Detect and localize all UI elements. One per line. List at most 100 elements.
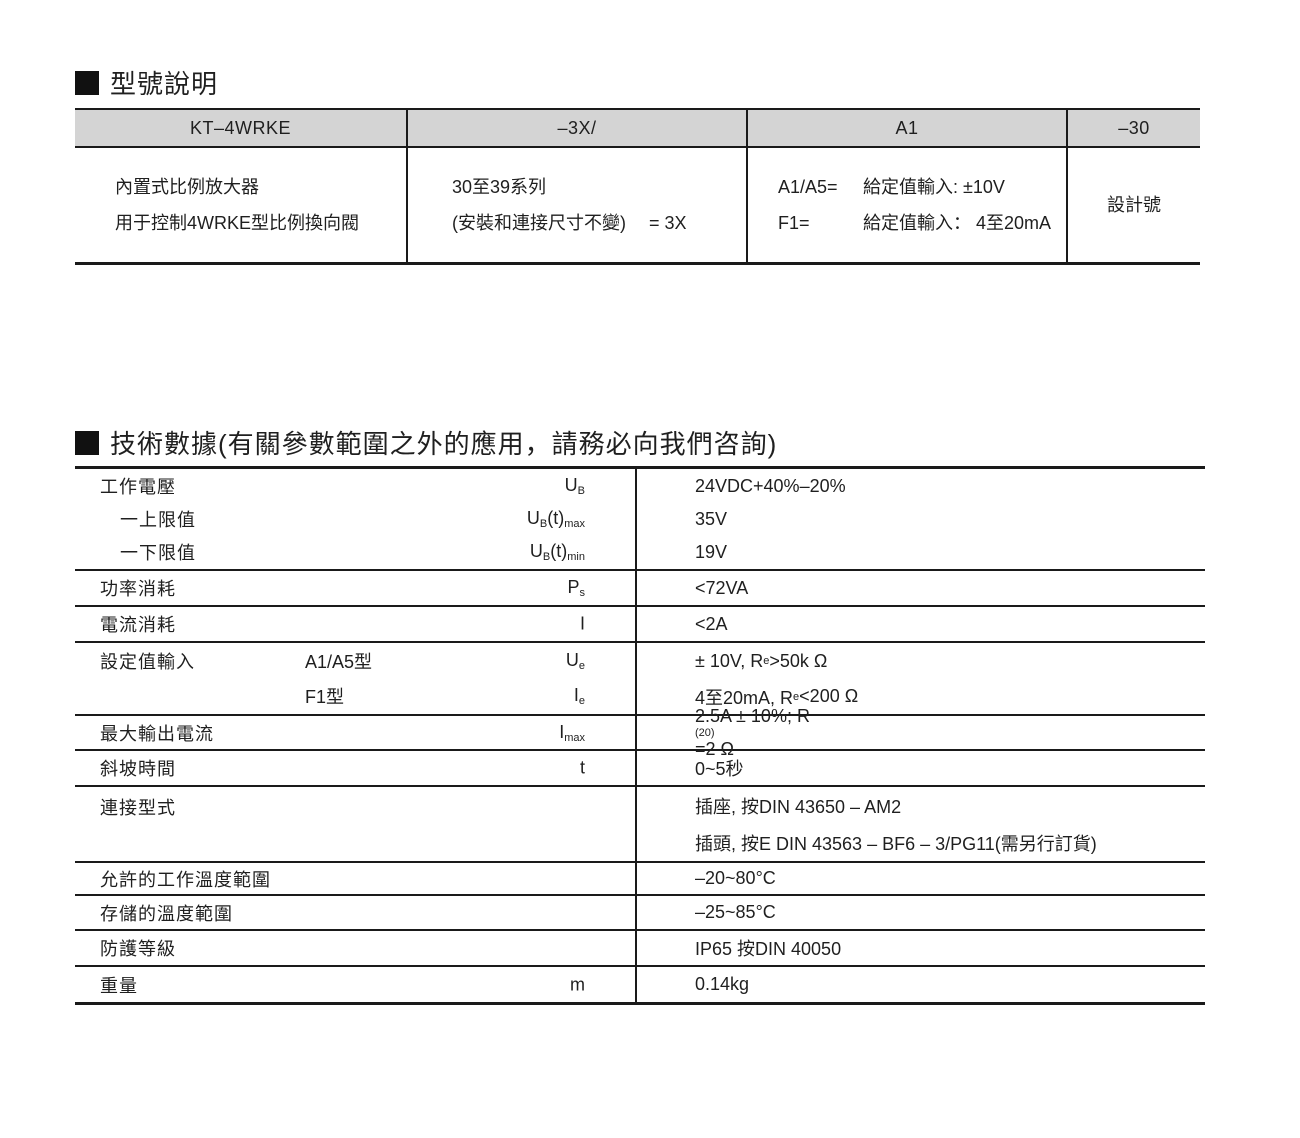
model-cell-text: 用于控制4WRKE型比例換向閥 xyxy=(115,213,360,233)
spec-value: 2.5A ± 10%; R (20) =2 Ω xyxy=(695,705,810,759)
spec-left-cell: 重量 m xyxy=(75,967,637,1002)
model-table-body-row: 內置式比例放大器 用于控制4WRKE型比例換向閥 30至39系列 (安裝和連接尺… xyxy=(75,148,1200,262)
spec-line: 一上限值 UB(t)max xyxy=(100,502,635,535)
spec-left-cell: 功率消耗 Ps xyxy=(75,571,637,605)
spec-left-cell: 允許的工作溫度範圍 xyxy=(75,863,637,894)
model-cell-series: 30至39系列 (安裝和連接尺寸不變) = 3X xyxy=(408,148,748,262)
spec-value: 插頭, 按E DIN 43563 – BF6 – 3/PG11(需另行訂貨) xyxy=(695,834,1097,854)
spec-row-storage-temp: 存儲的溫度範圍 –25~85°C xyxy=(75,896,1205,931)
spec-value: <72VA xyxy=(695,577,749,598)
section-title-tech: 技術數據(有關參數範圍之外的應用，請務必向我們咨詢) xyxy=(75,424,777,461)
spec-right-cell: 插座, 按DIN 43650 – AM2 插頭, 按E DIN 43563 – … xyxy=(637,787,1205,861)
spec-left-cell: 防護等級 xyxy=(75,931,637,965)
model-cell-text: 內置式比例放大器 xyxy=(115,177,259,197)
spec-line: F1型 Ie xyxy=(100,679,635,715)
spec-label: 防護等級 xyxy=(100,939,176,959)
spec-line: 設定值輸入 A1/A5型 Ue xyxy=(100,643,635,679)
spec-row-ramp-time: 斜坡時間 t 0~5秒 xyxy=(75,751,1205,787)
model-code-table: KT–4WRKE –3X/ A1 –30 內置式比例放大器 用于控制4WRKE型… xyxy=(75,108,1200,265)
spec-symbol: Ps xyxy=(567,577,585,599)
tech-data-table: 工作電壓 UB 一上限值 UB(t)max 一下限值 UB(t)min 24VD… xyxy=(75,466,1205,1005)
spec-label: 最大輸出電流 xyxy=(100,723,214,744)
section-title-text: 技術數據(有關參數範圍之外的應用，請務必向我們咨詢) xyxy=(110,429,778,459)
spec-symbol: I xyxy=(579,613,585,634)
variant-code: F1= xyxy=(778,213,810,233)
spec-left-cell: 最大輸出電流 Imax xyxy=(75,716,637,749)
spec-line: 一下限值 UB(t)min xyxy=(100,536,635,569)
spec-left-cell: 設定值輸入 A1/A5型 Ue F1型 Ie xyxy=(75,643,637,714)
spec-right-cell: 24VDC+40%–20% 35V 19V xyxy=(637,469,1205,569)
model-cell-text: (安裝和連接尺寸不變) = 3X xyxy=(452,205,746,241)
model-cell-text: F1= 給定值輸入： 4至20mA xyxy=(778,205,1066,241)
model-cell-text: A1/A5= 給定值輸入: ±10V xyxy=(778,169,1066,205)
variant-desc: 給定值輸入： 4至20mA xyxy=(863,213,1052,233)
spec-value: 35V xyxy=(695,509,728,529)
spec-label: 一下限值 xyxy=(120,543,196,564)
spec-label: 連接型式 xyxy=(100,798,176,818)
spec-label: 功率消耗 xyxy=(100,579,176,599)
spec-left-cell: 電流消耗 I xyxy=(75,607,637,641)
spec-symbol: Ue xyxy=(565,649,585,672)
spec-symbol: Imax xyxy=(559,721,585,744)
spec-label: 電流消耗 xyxy=(100,615,176,635)
spec-label: 允許的工作溫度範圍 xyxy=(100,869,271,890)
model-cell-input-variants: A1/A5= 給定值輸入: ±10V F1= 給定值輸入： 4至20mA xyxy=(748,148,1068,262)
section-title-text: 型號說明 xyxy=(110,69,219,99)
spec-row-weight: 重量 m 0.14kg xyxy=(75,967,1205,1002)
spec-value: 24VDC+40%–20% xyxy=(695,475,846,496)
spec-type: A1/A5型 xyxy=(305,651,373,672)
model-cell-base: 內置式比例放大器 用于控制4WRKE型比例換向閥 xyxy=(75,148,408,262)
spec-left-cell: 工作電壓 UB 一上限值 UB(t)max 一下限值 UB(t)min xyxy=(75,469,637,569)
spec-label: 斜坡時間 xyxy=(100,759,176,779)
model-header-cell: –3X/ xyxy=(408,110,748,146)
spec-line: 連接型式 xyxy=(100,787,635,827)
spec-label: 工作電壓 xyxy=(100,476,176,497)
model-header-cell: –30 xyxy=(1118,117,1150,138)
model-cell-text: 設計號 xyxy=(1107,195,1161,215)
spec-row-max-output: 最大輸出電流 Imax 2.5A ± 10%; R (20) =2 Ω xyxy=(75,705,1205,759)
spec-value: 0~5秒 xyxy=(695,759,744,779)
section-title-model: 型號說明 xyxy=(75,64,218,101)
model-cell-eq: = 3X xyxy=(649,213,687,233)
spec-row-operating-temp: 允許的工作溫度範圍 –20~80°C xyxy=(75,863,1205,896)
spec-left-cell: 存儲的溫度範圍 xyxy=(75,896,637,929)
spec-row-current: 電流消耗 I <2A xyxy=(75,607,1205,643)
variant-code: A1/A5= xyxy=(778,177,838,197)
spec-symbol: m xyxy=(570,974,585,994)
model-cell-design: 設計號 xyxy=(1068,148,1200,262)
spec-row-supply-voltage: 工作電壓 UB 一上限值 UB(t)max 一下限值 UB(t)min 24VD… xyxy=(75,469,1205,571)
spec-type: F1型 xyxy=(305,687,345,708)
spec-value: –20~80°C xyxy=(695,868,776,888)
spec-left-cell: 連接型式 xyxy=(75,787,637,861)
model-table-header-row: KT–4WRKE –3X/ A1 –30 xyxy=(75,110,1200,148)
model-cell-note: (安裝和連接尺寸不變) xyxy=(452,213,626,233)
spec-symbol: UB(t)min xyxy=(529,541,585,564)
spec-label: 重量 xyxy=(100,975,138,996)
spec-line: 工作電壓 UB xyxy=(100,469,635,502)
spec-left-cell: 斜坡時間 t xyxy=(75,751,637,785)
spec-row-power: 功率消耗 Ps <72VA xyxy=(75,571,1205,607)
section-bullet-icon xyxy=(75,70,99,95)
spec-label: 設定值輸入 xyxy=(100,651,195,672)
spec-symbol: UB(t)max xyxy=(526,507,585,530)
spec-value: 19V xyxy=(695,542,728,562)
model-cell-text: 30至39系列 xyxy=(452,177,547,197)
model-header-cell: A1 xyxy=(748,110,1068,146)
spec-row-protection: 防護等級 IP65 按DIN 40050 xyxy=(75,931,1205,967)
spec-value: <2A xyxy=(695,613,728,634)
spec-label: 一上限值 xyxy=(120,509,196,530)
spec-symbol: Ie xyxy=(573,685,585,708)
variant-desc: 給定值輸入: ±10V xyxy=(863,177,1005,197)
spec-label: 存儲的溫度範圍 xyxy=(100,903,233,924)
spec-value: IP65 按DIN 40050 xyxy=(695,939,842,959)
spec-row-connection: 連接型式 插座, 按DIN 43650 – AM2 插頭, 按E DIN 435… xyxy=(75,787,1205,863)
model-header-cell: KT–4WRKE xyxy=(75,110,408,146)
spec-symbol: t xyxy=(579,757,585,778)
spec-value: 插座, 按DIN 43650 – AM2 xyxy=(695,797,902,817)
spec-value: 0.14kg xyxy=(695,974,750,994)
spec-symbol: UB xyxy=(564,474,585,497)
